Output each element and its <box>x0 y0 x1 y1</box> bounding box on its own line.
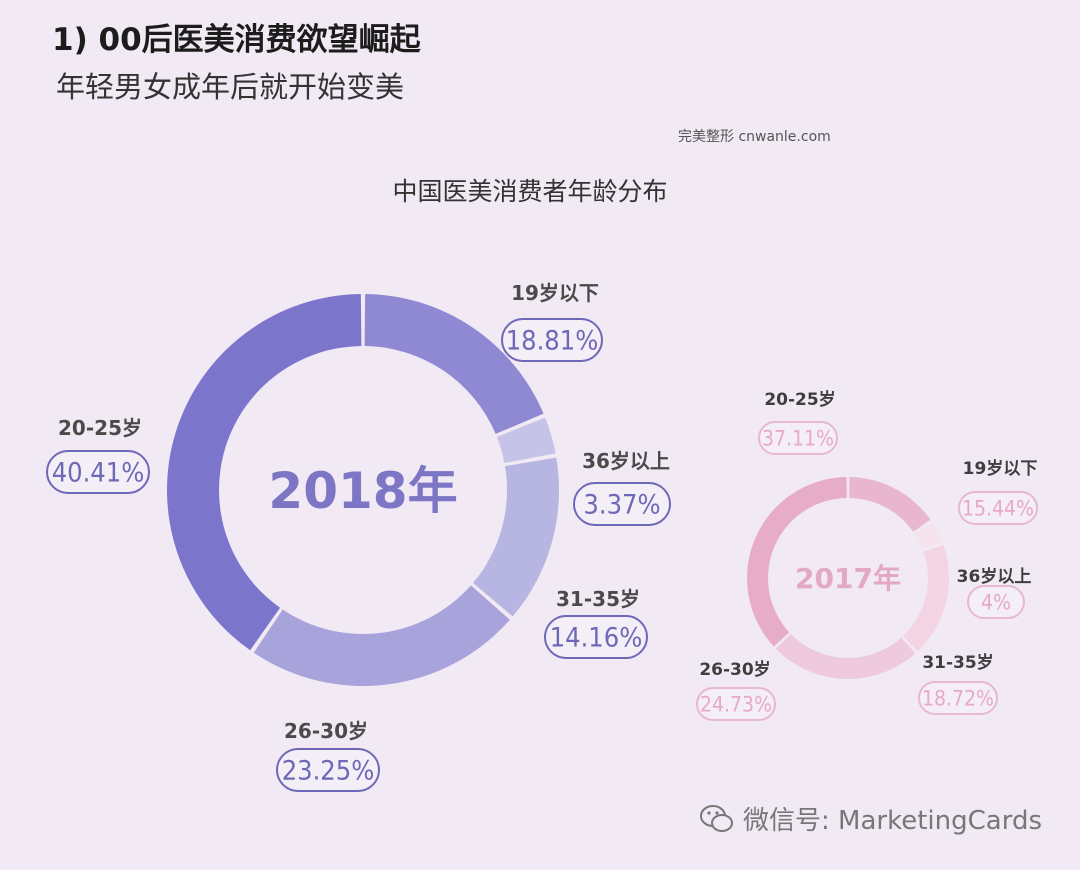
donut-slice-26-30岁 <box>253 585 510 686</box>
value-label: 4% <box>981 591 1011 615</box>
donut-slice-36岁以上 <box>914 522 943 550</box>
value-badge <box>967 585 1025 619</box>
value-badge <box>958 491 1038 525</box>
donut-slice-26-30岁 <box>775 634 916 679</box>
donut-slice-31-35岁 <box>903 544 949 652</box>
wechat-icon <box>700 804 734 832</box>
donut-slice-20-25岁 <box>746 477 847 647</box>
watermark-text: 微信号: MarketingCards <box>743 806 1042 836</box>
donut-chart-0: 2018年 19岁以下 18.81% 36岁以上 3.37% 31-35岁 14.16% 26… <box>46 281 671 792</box>
category-label: 31-35岁 <box>556 587 640 611</box>
value-badge <box>544 615 648 659</box>
source-credit: 完美整形 cnwanle.com <box>678 129 831 145</box>
page-title: 1) 00后医美消费欲望崛起 <box>52 22 421 58</box>
value-label: 15.44% <box>962 497 1034 521</box>
category-label: 19岁以下 <box>511 281 599 305</box>
category-label: 26-30岁 <box>699 659 770 680</box>
value-label: 24.73% <box>700 693 772 717</box>
value-badge <box>696 687 776 721</box>
value-badge <box>758 421 838 455</box>
category-label: 20-25岁 <box>58 416 142 440</box>
chart-title: 中国医美消费者年龄分布 <box>392 177 668 206</box>
category-label: 36岁以上 <box>582 449 670 473</box>
wechat-watermark: 微信号: MarketingCards <box>699 800 1042 837</box>
value-label: 3.37% <box>583 490 660 521</box>
value-label: 18.81% <box>506 326 599 357</box>
donut-slice-31-35岁 <box>472 457 559 617</box>
donut-slice-19岁以下 <box>849 477 931 532</box>
value-label: 23.25% <box>282 756 375 787</box>
category-label: 19岁以下 <box>963 458 1038 479</box>
value-label: 37.11% <box>762 427 834 451</box>
value-label: 40.41% <box>52 458 145 489</box>
value-badge <box>46 450 150 494</box>
donut-center-label: 2018年 <box>268 462 457 520</box>
donut-slice-20-25岁 <box>167 294 362 651</box>
donut-chart-1: 2017年 19岁以下 15.44% 36岁以上 4% 31-35岁 18.72% 26-30… <box>696 389 1038 721</box>
value-badge <box>918 681 998 715</box>
page-subtitle: 年轻男女成年后就开始变美 <box>56 70 405 104</box>
donut-center-label: 2017年 <box>795 562 901 595</box>
value-label: 14.16% <box>550 623 643 654</box>
donut-slice-36岁以上 <box>496 417 556 464</box>
value-badge <box>573 482 671 526</box>
category-label: 26-30岁 <box>284 719 368 743</box>
value-badge <box>276 748 380 792</box>
category-label: 20-25岁 <box>764 389 835 410</box>
category-label: 36岁以上 <box>957 566 1032 587</box>
value-label: 18.72% <box>922 687 994 711</box>
category-label: 31-35岁 <box>922 652 993 673</box>
value-badge <box>501 318 603 362</box>
donut-slice-19岁以下 <box>364 294 544 434</box>
